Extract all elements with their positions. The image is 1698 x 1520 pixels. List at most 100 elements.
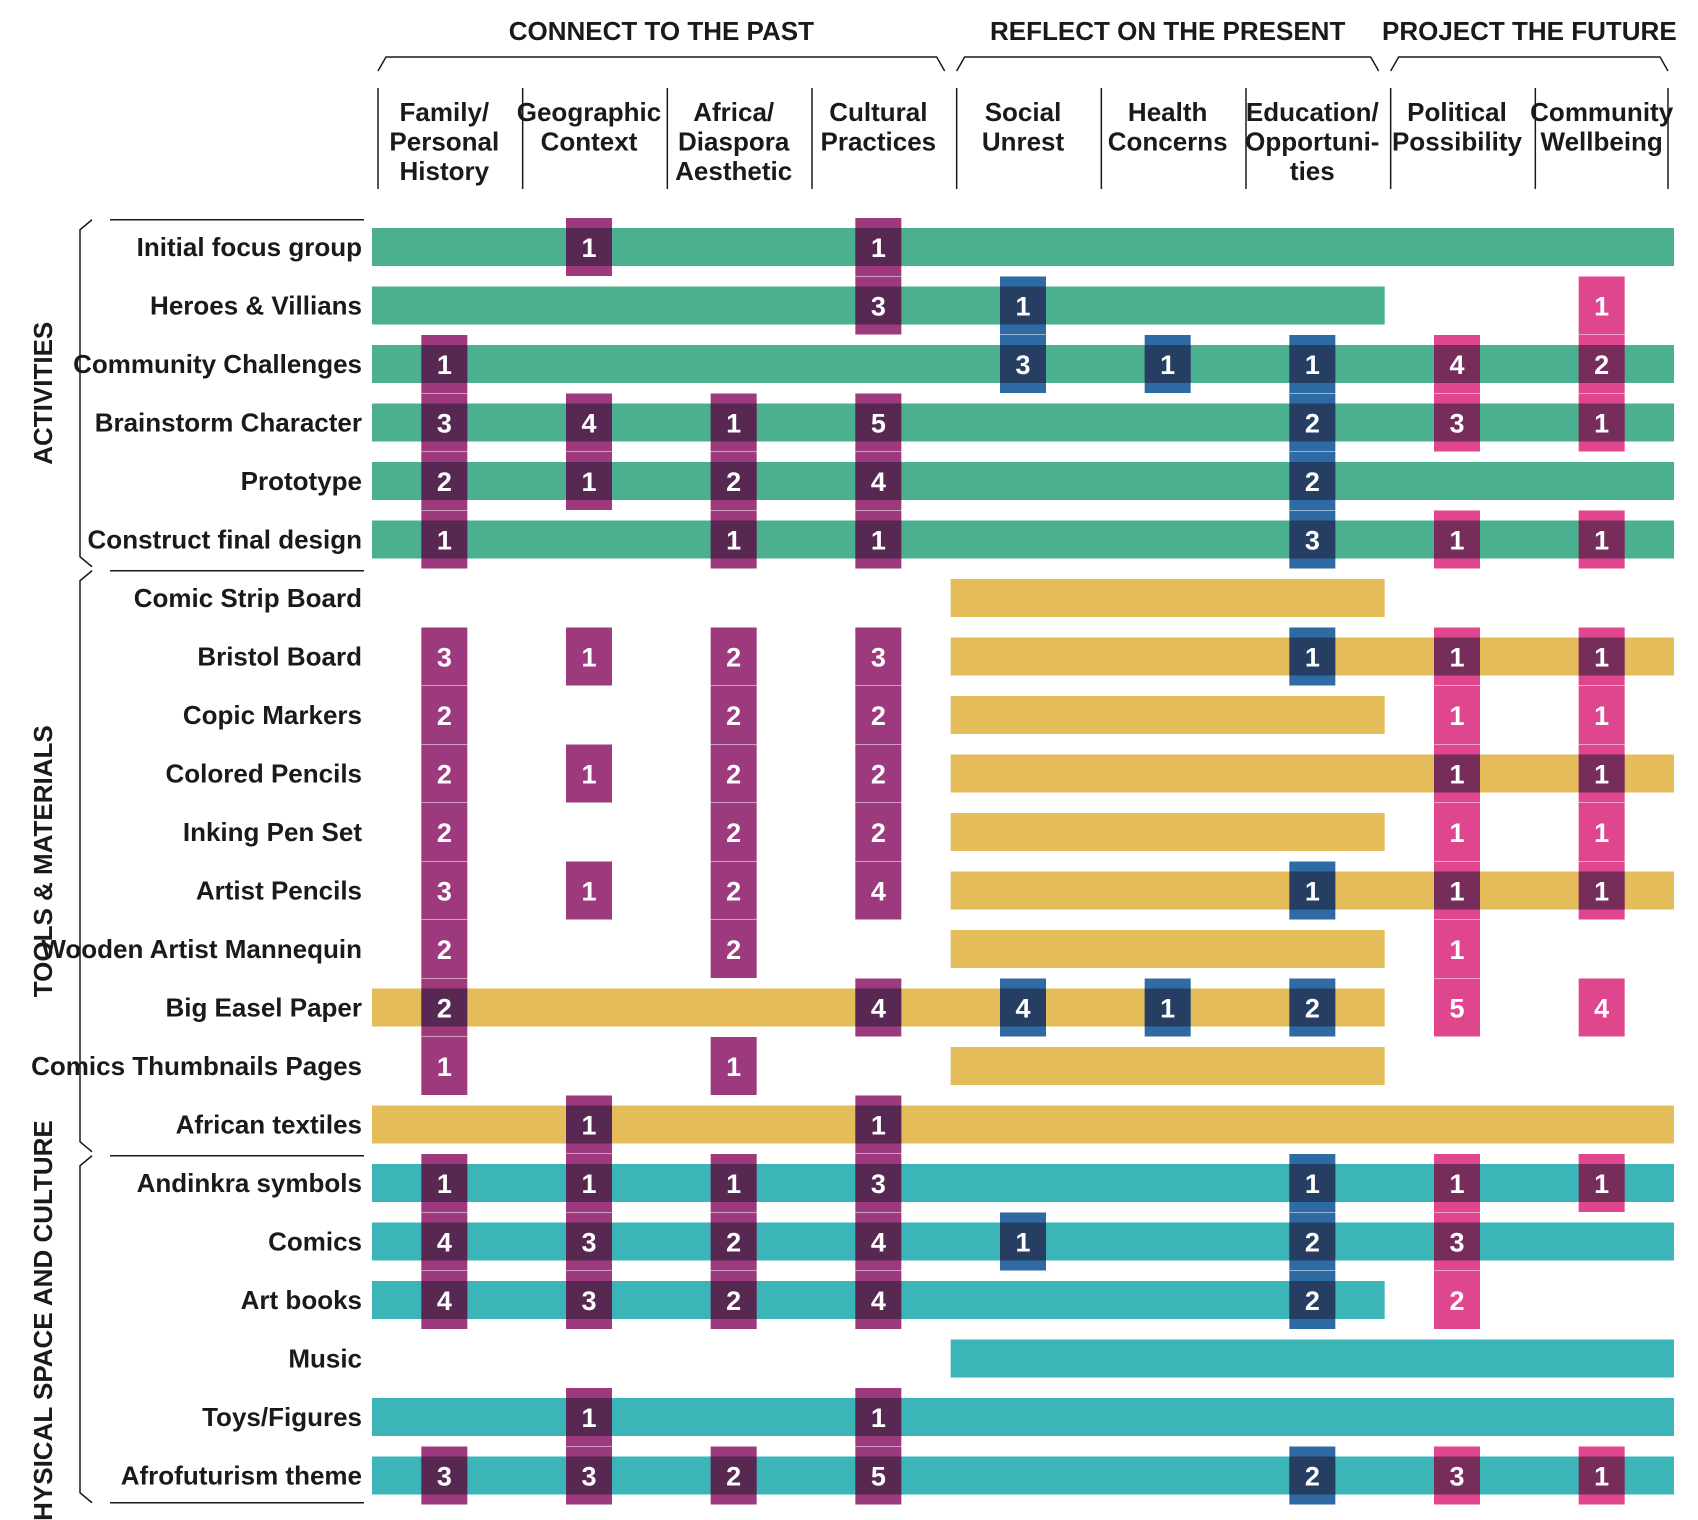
- value-cell: [421, 920, 468, 978]
- column-header-7: Political Possibility: [1392, 97, 1523, 157]
- value-cell-overlap: [1000, 345, 1046, 383]
- value-label: 4: [871, 1228, 886, 1258]
- value-cell: [1578, 276, 1625, 335]
- value-label: 2: [1594, 350, 1609, 380]
- value-label: 1: [1594, 877, 1609, 907]
- value-label: 1: [437, 350, 452, 380]
- value-cell: [855, 686, 902, 744]
- value-cell-overlap: [1434, 520, 1480, 559]
- value-label: 4: [871, 877, 886, 907]
- value-cell: [421, 861, 468, 920]
- value-cell: [1578, 978, 1625, 1037]
- value-cell-overlap: [566, 1456, 612, 1495]
- row-label: Toys/Figures: [202, 1402, 362, 1432]
- value-label: 3: [1015, 350, 1030, 380]
- value-cell-overlap: [710, 520, 757, 559]
- value-cell-overlap: [855, 228, 902, 266]
- row-band: [950, 1339, 1674, 1378]
- value-label: 5: [871, 409, 886, 439]
- value-label: 2: [726, 1228, 741, 1258]
- value-label: 1: [581, 467, 596, 497]
- value-cell-overlap: [1578, 637, 1625, 676]
- value-label: 1: [871, 1403, 886, 1433]
- value-label: 2: [1305, 467, 1320, 497]
- value-label: 3: [437, 1462, 452, 1492]
- value-cell-overlap: [1434, 637, 1480, 676]
- column-separators: [377, 88, 1669, 189]
- value-cell-overlap: [566, 1281, 612, 1319]
- value-label: 3: [437, 409, 452, 439]
- value-cell-overlap: [855, 1105, 902, 1144]
- value-label: 1: [1594, 409, 1609, 439]
- row-label: Construct final design: [88, 525, 362, 555]
- value-cell-overlap: [566, 228, 612, 266]
- value-label: 4: [581, 409, 596, 439]
- value-label: 2: [726, 818, 741, 848]
- value-label: 1: [1305, 877, 1320, 907]
- value-label: 1: [581, 643, 596, 673]
- value-cell: [710, 686, 757, 744]
- value-cell-overlap: [1578, 345, 1625, 383]
- value-label: 2: [726, 935, 741, 965]
- value-label: 2: [437, 818, 452, 848]
- row-label: Copic Markers: [183, 700, 362, 730]
- row-label: Art books: [241, 1285, 362, 1315]
- value-label: 2: [726, 1286, 741, 1316]
- value-cell: [1434, 803, 1480, 861]
- value-cell-overlap: [1289, 1281, 1336, 1319]
- column-header-4: Social Unrest: [982, 97, 1065, 157]
- value-cell: [710, 1037, 757, 1095]
- value-label: 3: [581, 1462, 596, 1492]
- column-header-8: Community Wellbeing: [1530, 97, 1674, 157]
- value-cell-overlap: [1289, 637, 1336, 676]
- value-label: 3: [871, 292, 886, 322]
- row-band: [950, 754, 1674, 793]
- column-group-bracket-0: [377, 56, 946, 72]
- value-cell: [1434, 920, 1480, 978]
- value-cell: [710, 803, 757, 861]
- value-label: 2: [871, 701, 886, 731]
- value-cell-overlap: [421, 345, 468, 383]
- row-label: Wooden Artist Mannequin: [41, 934, 362, 964]
- value-cell-overlap: [1289, 1456, 1336, 1495]
- value-cell-overlap: [710, 1164, 757, 1202]
- value-cell-overlap: [566, 1222, 612, 1261]
- value-cell: [421, 686, 468, 744]
- value-label: 2: [726, 1462, 741, 1492]
- value-label: 2: [1305, 409, 1320, 439]
- value-cell-overlap: [1000, 988, 1046, 1027]
- value-label: 2: [1305, 1228, 1320, 1258]
- row-label: Heroes & Villians: [150, 291, 362, 321]
- value-cell-overlap: [421, 1164, 468, 1202]
- value-cell: [421, 744, 468, 803]
- section-label-2: PHYSICAL SPACE AND CULTURE: [28, 1120, 58, 1520]
- value-label: 1: [1594, 292, 1609, 322]
- column-group-bracket-2: [1390, 56, 1669, 72]
- value-label: 1: [1449, 760, 1464, 790]
- row-label: Big Easel Paper: [165, 993, 362, 1023]
- value-label: 2: [437, 935, 452, 965]
- value-cell: [566, 861, 612, 920]
- value-label: 1: [1449, 935, 1464, 965]
- value-cell-overlap: [1434, 1222, 1480, 1261]
- value-cell-overlap: [855, 403, 902, 442]
- section-label-0: ACTIVITIES: [28, 322, 58, 465]
- value-label: 1: [1015, 1228, 1030, 1258]
- column-header-2: Africa/Diaspora Aesthetic: [675, 97, 792, 186]
- value-label: 4: [1594, 994, 1609, 1024]
- value-label: 1: [1594, 1462, 1609, 1492]
- value-cell-overlap: [1000, 1222, 1046, 1261]
- value-cell-overlap: [855, 462, 902, 500]
- value-cell-overlap: [1289, 871, 1336, 910]
- row-band: [950, 813, 1385, 851]
- column-group-label-1: REFLECT ON THE PRESENT: [990, 16, 1345, 46]
- value-cell: [421, 1037, 468, 1095]
- value-cell-overlap: [855, 1398, 902, 1436]
- value-cell: [566, 627, 612, 686]
- value-cells: [421, 218, 1625, 1505]
- value-cell-overlap: [566, 1105, 612, 1144]
- value-label: 4: [871, 1286, 886, 1316]
- value-cell: [1434, 1271, 1480, 1329]
- column-group-bracket-1: [956, 56, 1380, 72]
